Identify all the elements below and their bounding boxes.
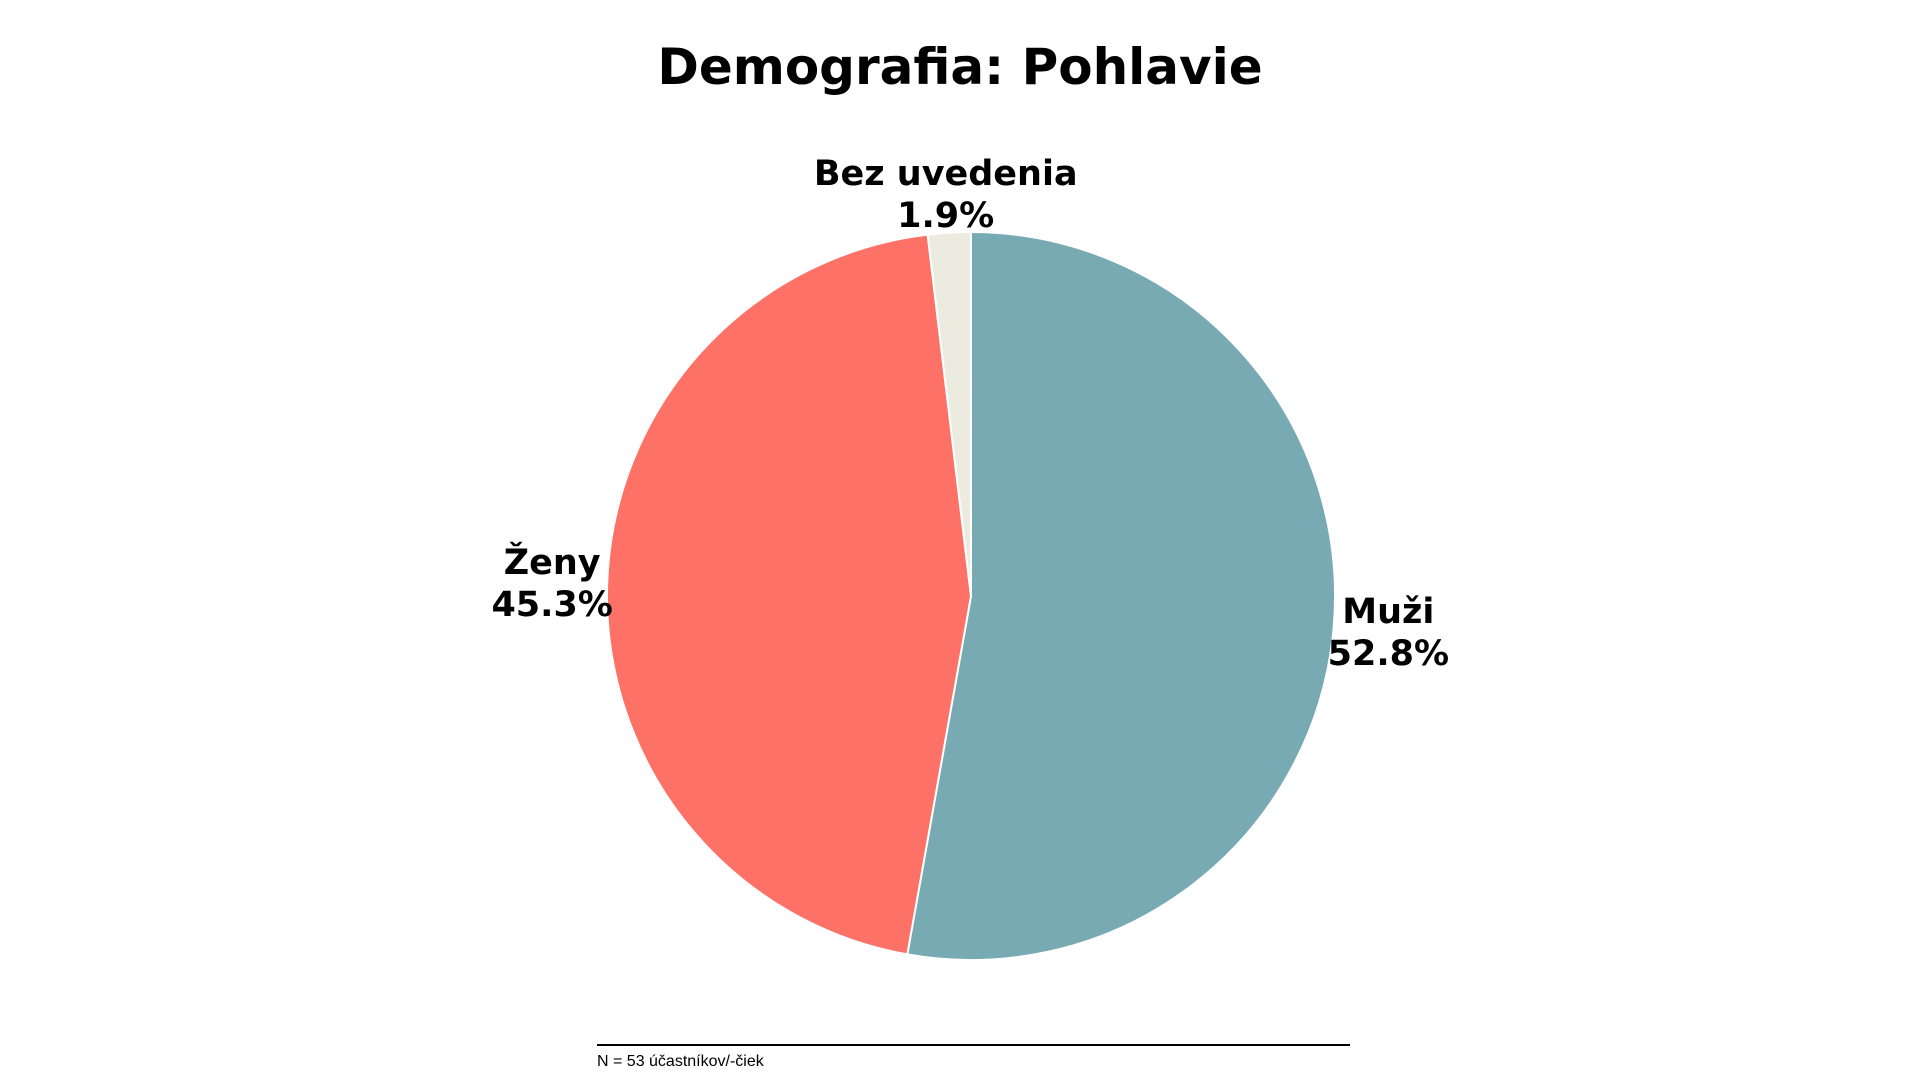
footnote: N = 53 účastníkov/-čiek	[597, 1053, 764, 1070]
slice-label-muzi: Muži	[1342, 592, 1434, 632]
slice-label-bez-uvedenia: Bez uvedenia	[814, 154, 1078, 194]
slice-label-zeny: Ženy	[504, 541, 601, 583]
slice-value-muzi: 52.8%	[1328, 634, 1449, 674]
chart-title: Demografia: Pohlavie	[657, 38, 1263, 96]
footnote-divider	[597, 1044, 1350, 1046]
pie-slice-bez-uvedenia	[926, 230, 972, 597]
slice-value-bez-uvedenia: 1.9%	[897, 196, 994, 236]
slice-value-zeny: 45.3%	[491, 585, 612, 625]
pie-slice-zeny	[606, 233, 973, 956]
pie-slice-muzi	[906, 230, 1337, 961]
pie-slices	[606, 230, 1337, 961]
